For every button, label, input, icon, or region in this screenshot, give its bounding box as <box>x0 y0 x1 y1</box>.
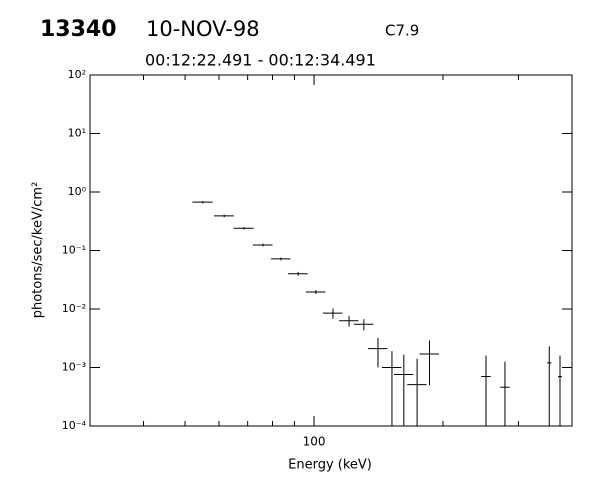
y-tick-label: 10¹ <box>68 127 86 140</box>
y-tick-label: 10⁻⁴ <box>62 419 87 432</box>
y-tick-label: 10⁰ <box>68 185 87 198</box>
y-axis-label: photons/sec/keV/cm² <box>31 182 46 319</box>
y-tick-label: 10⁻² <box>62 302 86 315</box>
x-tick-label: 100 <box>303 435 326 449</box>
y-tick-label: 10² <box>68 68 86 81</box>
date: 10-NOV-98 <box>146 17 260 41</box>
plot-frame <box>89 74 573 427</box>
class: C7.9 <box>385 22 419 40</box>
time-range: 00:12:22.491 - 00:12:34.491 <box>145 51 376 70</box>
x-axis-label: Energy (keV) <box>288 458 372 473</box>
y-tick-label: 10⁻³ <box>62 361 86 374</box>
y-tick-label: 10⁻¹ <box>62 244 86 257</box>
event-id: 13340 <box>40 17 117 42</box>
